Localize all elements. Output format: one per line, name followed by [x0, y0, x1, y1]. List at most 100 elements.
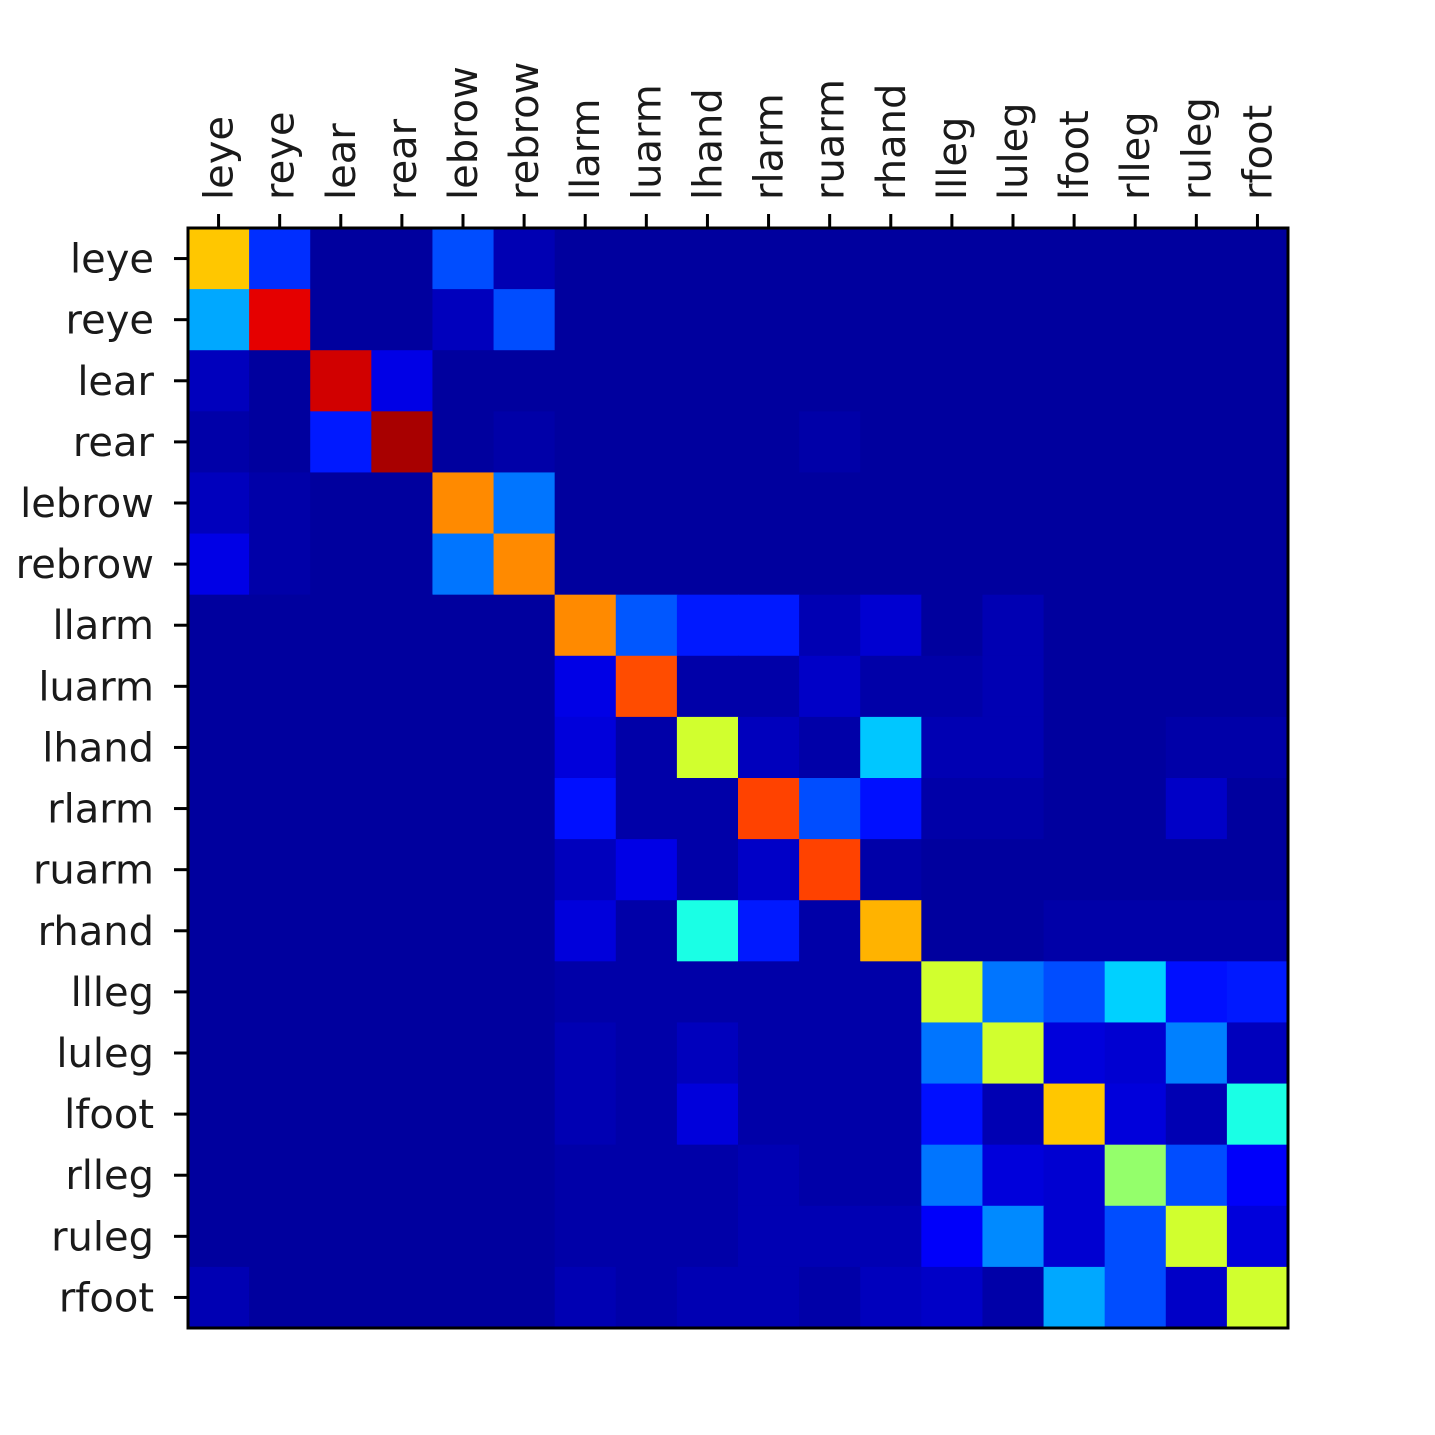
- heatmap-cell: [371, 1022, 434, 1085]
- heatmap-cell: [615, 716, 678, 779]
- heatmap-cell: [249, 350, 311, 412]
- heatmap-cell: [921, 1144, 984, 1207]
- heatmap-cell: [1165, 839, 1228, 901]
- y-tick-label: leye: [70, 237, 154, 283]
- heatmap-cell: [249, 839, 311, 901]
- heatmap-cell: [1043, 594, 1106, 657]
- heatmap-cell: [1104, 1266, 1167, 1329]
- heatmap-cell: [249, 1022, 311, 1085]
- heatmap-cell: [432, 778, 495, 840]
- plot-frame: [186, 226, 1290, 1330]
- heatmap-cell: [860, 1083, 922, 1146]
- heatmap-cell: [1165, 594, 1228, 657]
- y-tick-label: rear: [73, 420, 155, 466]
- heatmap-cell: [1043, 716, 1106, 779]
- heatmap-cell: [249, 533, 311, 596]
- heatmap-cell: [188, 1144, 250, 1207]
- heatmap-cell: [371, 594, 434, 657]
- y-tick-label: ruleg: [51, 1214, 154, 1260]
- heatmap-cell: [1043, 1266, 1106, 1329]
- heatmap-cell: [860, 1266, 922, 1329]
- heatmap-cell: [371, 411, 434, 474]
- heatmap-cell: [432, 1022, 495, 1085]
- heatmap-cell: [1226, 1266, 1289, 1329]
- heatmap-cell: [860, 594, 922, 657]
- heatmap-cell: [738, 533, 800, 596]
- heatmap-cell: [554, 1266, 617, 1329]
- heatmap-cell: [188, 839, 250, 901]
- heatmap-cell: [554, 350, 617, 412]
- heatmap-cell: [1043, 472, 1106, 535]
- heatmap-cell: [676, 716, 739, 779]
- heatmap-cell: [738, 350, 800, 412]
- heatmap-cell: [676, 594, 739, 657]
- heatmap-cell: [615, 839, 678, 901]
- x-tick-label: ruarm: [808, 79, 854, 200]
- x-tick-label: rhand: [869, 84, 915, 200]
- heatmap-cell: [1104, 900, 1167, 962]
- heatmap-cell: [676, 350, 739, 412]
- heatmap-cell: [1165, 778, 1228, 840]
- heatmap-cell: [554, 778, 617, 840]
- heatmap-cell: [493, 1205, 556, 1268]
- heatmap-cell: [860, 411, 922, 474]
- heatmap-cell: [1165, 716, 1228, 779]
- heatmap-cell: [310, 472, 372, 535]
- heatmap-cell: [921, 472, 984, 535]
- heatmap-cell: [615, 1022, 678, 1085]
- heatmap-cell: [493, 1266, 556, 1329]
- heatmap-cell: [554, 839, 617, 901]
- heatmap-cell: [860, 228, 922, 290]
- heatmap-cell: [1104, 594, 1167, 657]
- heatmap-cell: [676, 228, 739, 290]
- heatmap-cell: [371, 289, 434, 351]
- heatmap-cell: [249, 961, 311, 1024]
- heatmap-cell: [1043, 1022, 1106, 1085]
- heatmap-cell: [738, 1266, 800, 1329]
- heatmap-cell: [1226, 411, 1289, 474]
- heatmap-cell: [615, 289, 678, 351]
- heatmap-cell: [188, 1205, 250, 1268]
- heatmap-cell: [249, 655, 311, 718]
- heatmap-cell: [493, 1144, 556, 1207]
- heatmap-cell: [860, 350, 922, 412]
- y-tick-label: llarm: [53, 603, 154, 649]
- heatmap-cell: [982, 716, 1045, 779]
- heatmap-cell: [1043, 961, 1106, 1024]
- heatmap-cell: [1104, 961, 1167, 1024]
- heatmap-cell: [982, 839, 1045, 901]
- heatmap-cell: [554, 716, 617, 779]
- heatmap-cell: [554, 1205, 617, 1268]
- heatmap-cell: [188, 411, 250, 474]
- heatmap-cell: [493, 1022, 556, 1085]
- heatmap-cell: [921, 1266, 984, 1329]
- heatmap-cell: [1226, 778, 1289, 840]
- heatmap-cell: [982, 350, 1045, 412]
- heatmap-cell: [310, 1205, 372, 1268]
- heatmap-cell: [676, 1205, 739, 1268]
- heatmap-cell: [249, 716, 311, 779]
- heatmap-cell: [982, 472, 1045, 535]
- heatmap-cell: [1226, 716, 1289, 779]
- heatmap-cell: [371, 900, 434, 962]
- heatmap-cell: [554, 1144, 617, 1207]
- heatmap-cell: [1226, 961, 1289, 1024]
- y-tick-label: lfoot: [64, 1092, 154, 1138]
- heatmap-cell: [738, 839, 800, 901]
- heatmap-cell: [554, 961, 617, 1024]
- heatmap-cell: [310, 1022, 372, 1085]
- heatmap-cell: [249, 778, 311, 840]
- heatmap-cell: [554, 472, 617, 535]
- heatmap-cell: [676, 289, 739, 351]
- heatmap-cell: [921, 289, 984, 351]
- heatmap-cell: [921, 411, 984, 474]
- heatmap-cell: [921, 655, 984, 718]
- x-tick-label: luarm: [624, 84, 670, 200]
- heatmap-cell: [799, 1083, 861, 1146]
- y-tick-label: ruarm: [33, 848, 154, 894]
- heatmap-cell: [799, 900, 861, 962]
- heatmap-cell: [554, 1083, 617, 1146]
- heatmap-cell: [799, 594, 861, 657]
- heatmap-cell: [1165, 1083, 1228, 1146]
